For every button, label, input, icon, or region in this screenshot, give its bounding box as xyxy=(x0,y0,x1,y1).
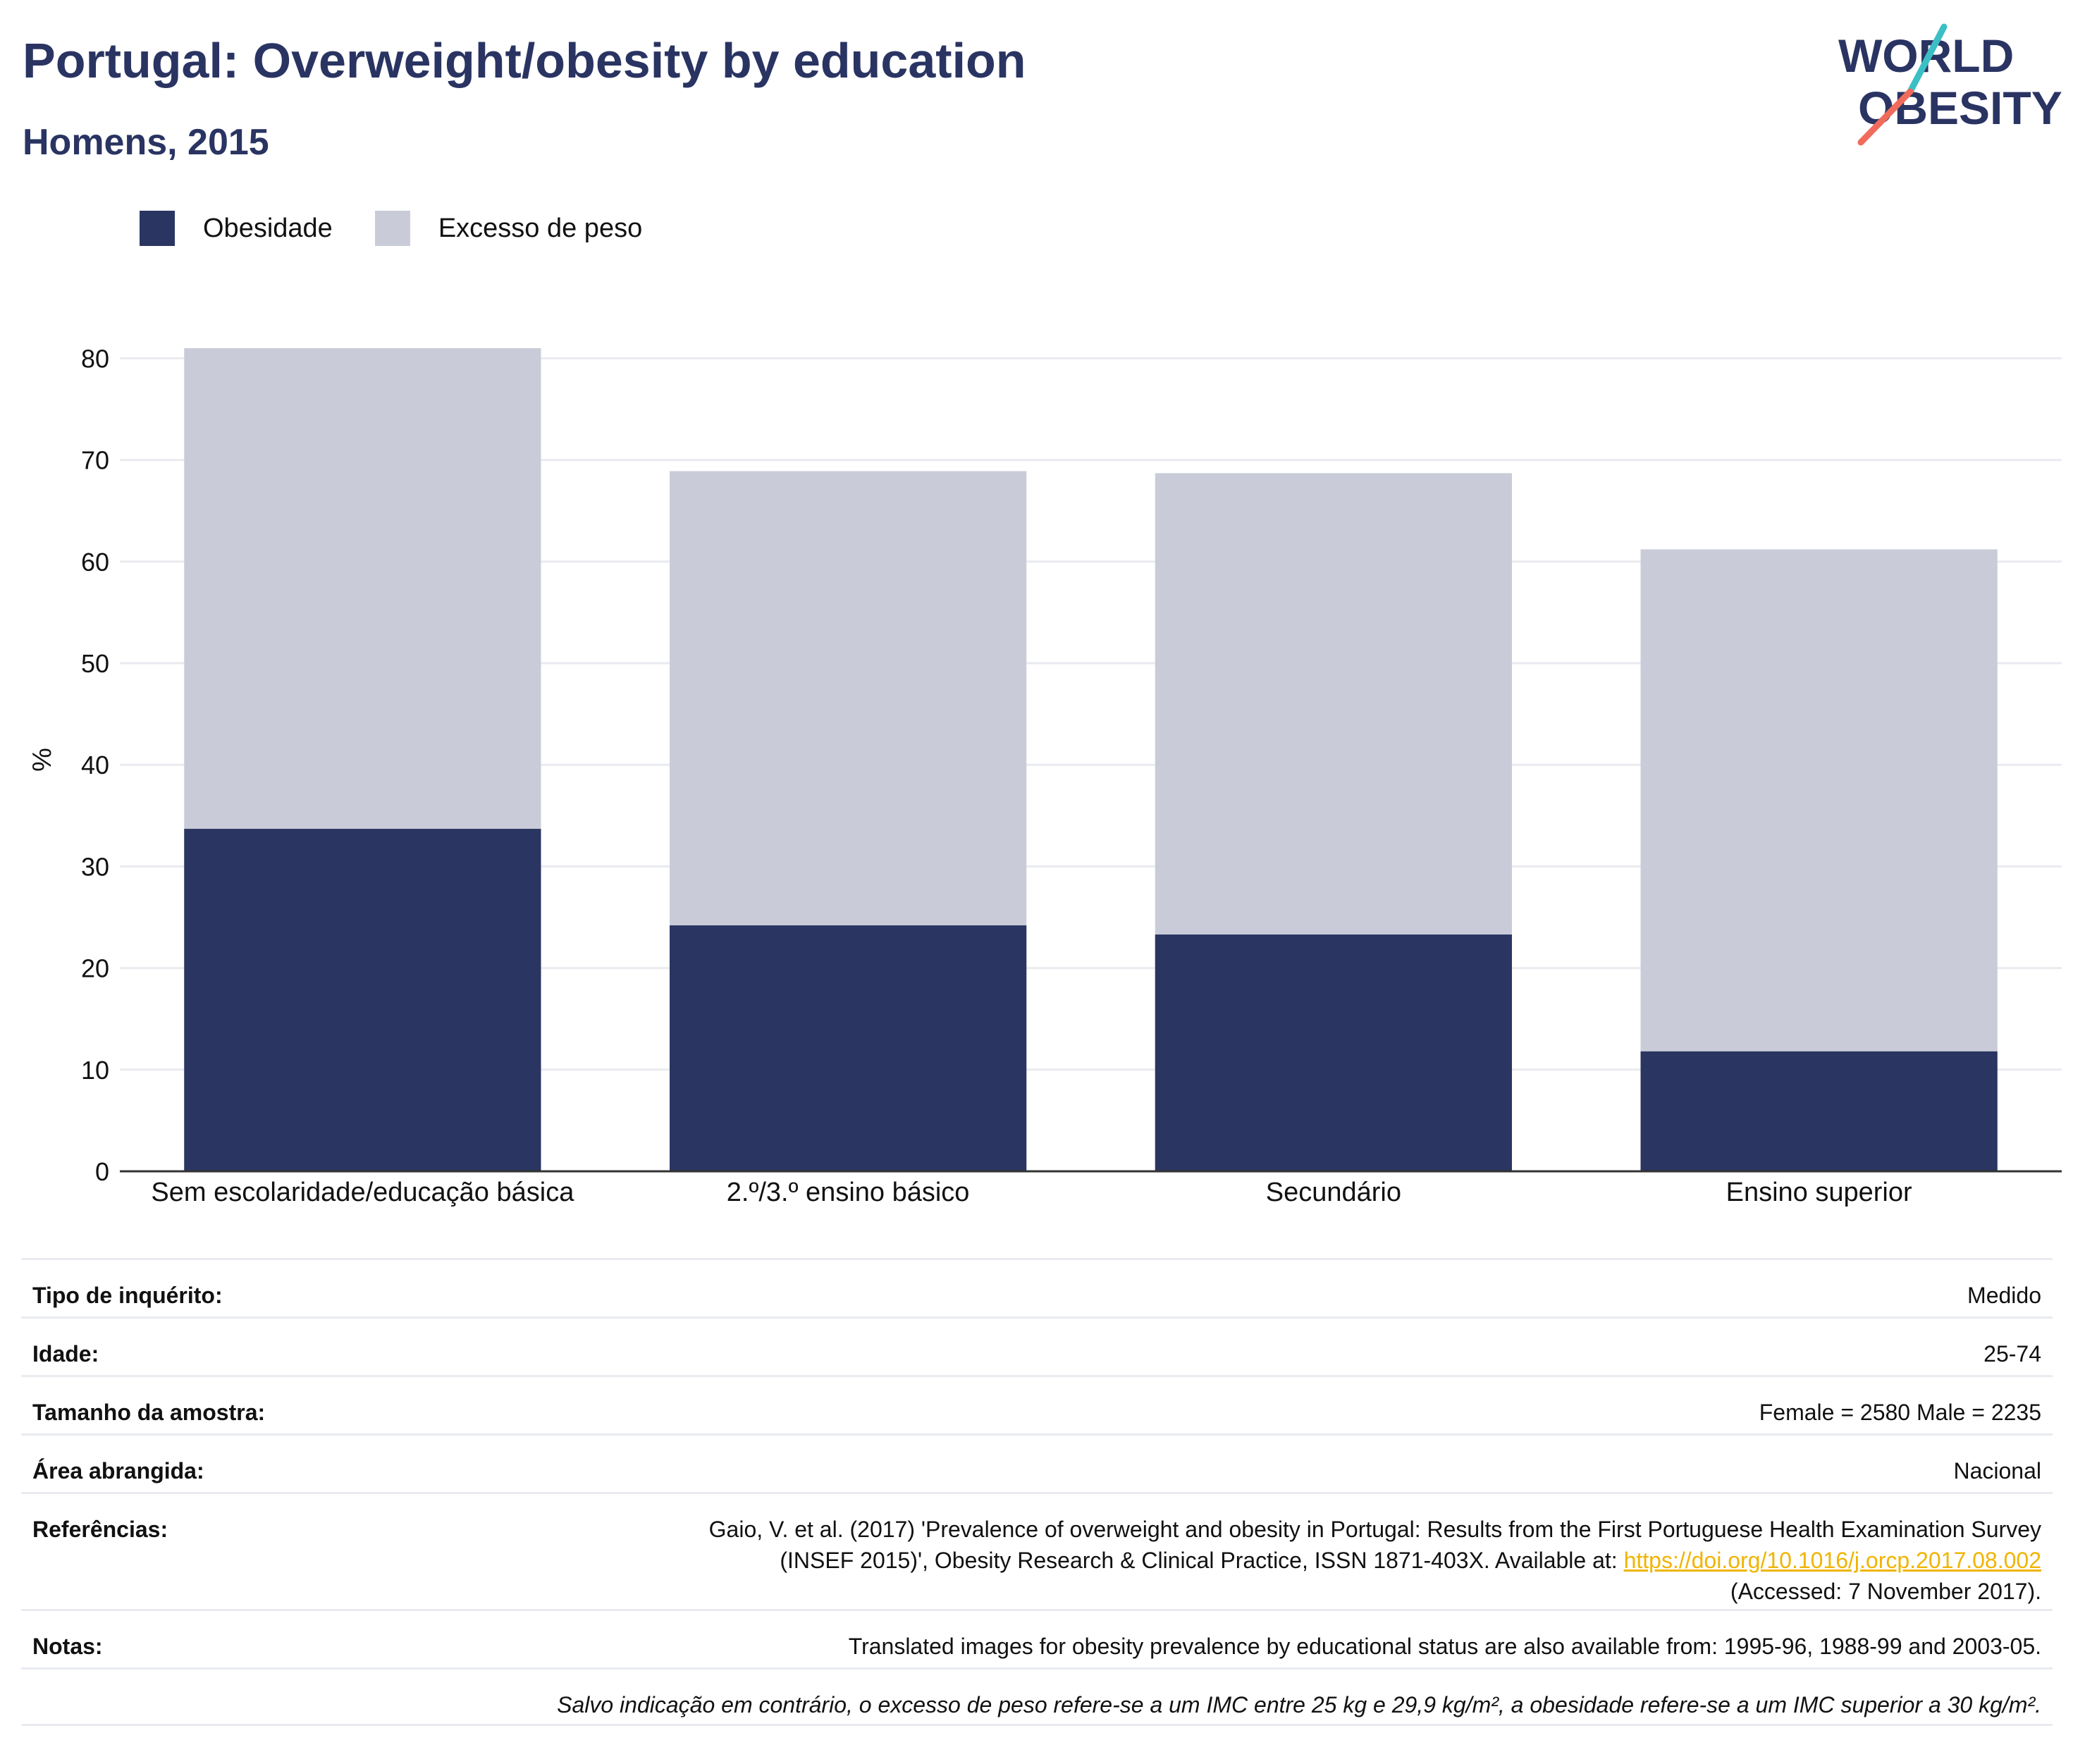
bars xyxy=(184,348,1998,1171)
notes-value: Translated images for obesity prevalence… xyxy=(848,1634,2041,1659)
y-tick-label: 0 xyxy=(95,1157,109,1186)
age-label: Idade: xyxy=(32,1341,99,1367)
references-line3: (Accessed: 7 November 2017). xyxy=(1730,1579,2041,1604)
sample-size-value: Female = 2580 Male = 2235 xyxy=(1759,1400,2041,1425)
x-tick-label: 2.º/3.º ensino básico xyxy=(727,1178,970,1207)
legend-swatch-overweight xyxy=(374,211,410,246)
legend-item-overweight: Excesso de peso xyxy=(374,211,643,246)
footnote-text: Salvo indicação em contrário, o excesso … xyxy=(557,1692,2041,1717)
y-tick-label: 50 xyxy=(81,649,109,678)
y-axis-label: % xyxy=(27,748,57,772)
logo-slash-top xyxy=(1907,23,1948,95)
bar-obesity xyxy=(670,925,1027,1171)
survey-type-label: Tipo de inquérito: xyxy=(32,1283,223,1308)
references-value: Gaio, V. et al. (2017) 'Prevalence of ov… xyxy=(709,1514,2041,1607)
references-line1: Gaio, V. et al. (2017) 'Prevalence of ov… xyxy=(708,1517,2041,1542)
references-doi-link[interactable]: https://doi.org/10.1016/j.orcp.2017.08.0… xyxy=(1623,1548,2041,1573)
footnote-row: Salvo indicação em contrário, o excesso … xyxy=(21,1667,2053,1726)
x-tick-label: Secundário xyxy=(1266,1178,1401,1207)
chart-subtitle: Homens, 2015 xyxy=(23,122,269,163)
y-tick-label: 20 xyxy=(81,954,109,983)
survey-type-value: Medido xyxy=(1967,1283,2041,1308)
y-tick-label: 80 xyxy=(81,344,109,373)
chart-title: Portugal: Overweight/obesity by educatio… xyxy=(23,33,1026,88)
references-row: Referências: Gaio, V. et al. (2017) 'Pre… xyxy=(21,1492,2053,1609)
references-label: Referências: xyxy=(32,1517,168,1542)
legend-label-overweight: Excesso de peso xyxy=(438,213,643,243)
legend-item-obesity: Obesidade xyxy=(140,211,333,246)
logo-text-obesity: OBESITY xyxy=(1858,82,2062,134)
notes-row: Notas: Translated images for obesity pre… xyxy=(21,1609,2053,1667)
y-tick-label: 70 xyxy=(81,446,109,475)
chart-legend: Obesidade Excesso de peso xyxy=(140,209,684,248)
logo-slash-bottom xyxy=(1857,88,1914,146)
y-tick-label: 30 xyxy=(81,852,109,881)
y-tick-label: 10 xyxy=(81,1056,109,1085)
area-value: Nacional xyxy=(1953,1458,2041,1484)
sample-size-label: Tamanho da amostra: xyxy=(32,1400,266,1425)
age-value: 25-74 xyxy=(1983,1341,2041,1367)
bar-obesity xyxy=(1155,935,1512,1171)
y-tick-label: 40 xyxy=(81,751,109,779)
bar-chart: 0 10 20 30 40 50 60 70 80 Sem escolaridade/educa… xyxy=(27,344,2062,1207)
survey-type-row: Tipo de inquérito: Medido xyxy=(21,1258,2053,1316)
metadata-table: Tipo de inquérito: Medido Idade: 25-74 T… xyxy=(21,1258,2053,1726)
legend-label-obesity: Obesidade xyxy=(203,213,333,243)
world-obesity-logo: WORLD OBESITY xyxy=(1838,23,2062,146)
age-row: Idade: 25-74 xyxy=(21,1316,2053,1375)
x-tick-label: Ensino superior xyxy=(1726,1178,1912,1207)
sample-size-row: Tamanho da amostra: Female = 2580 Male =… xyxy=(21,1375,2053,1433)
bar-obesity xyxy=(184,829,541,1171)
area-row: Área abrangida: Nacional xyxy=(21,1433,2053,1492)
y-tick-label: 60 xyxy=(81,548,109,576)
x-tick-label: Sem escolaridade/educação básica xyxy=(151,1178,574,1207)
references-line2: (INSEF 2015)', Obesity Research & Clinic… xyxy=(780,1548,1624,1573)
area-label: Área abrangida: xyxy=(32,1458,204,1484)
y-axis-ticks: 0 10 20 30 40 50 60 70 80 xyxy=(81,344,109,1186)
legend-swatch-obesity xyxy=(140,211,175,246)
notes-label: Notas: xyxy=(32,1634,103,1659)
x-axis-ticks: Sem escolaridade/educação básica 2.º/3.º … xyxy=(151,1178,1912,1207)
bar-obesity xyxy=(1640,1051,1998,1171)
